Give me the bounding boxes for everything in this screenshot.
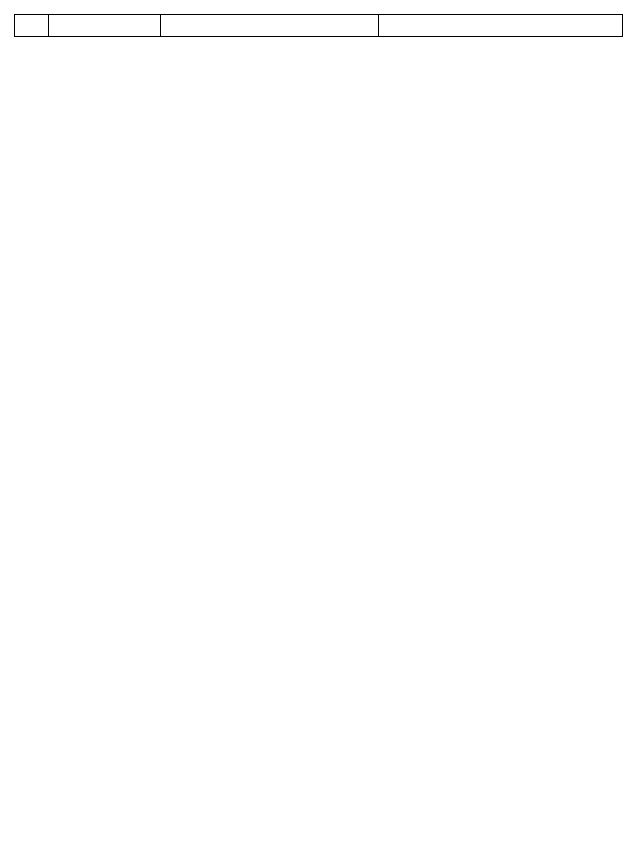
header-row [15, 15, 623, 37]
header-3 [161, 15, 379, 37]
transforms-table [14, 14, 623, 37]
header-2 [49, 15, 161, 37]
header-1 [15, 15, 49, 37]
header-4 [379, 15, 623, 37]
